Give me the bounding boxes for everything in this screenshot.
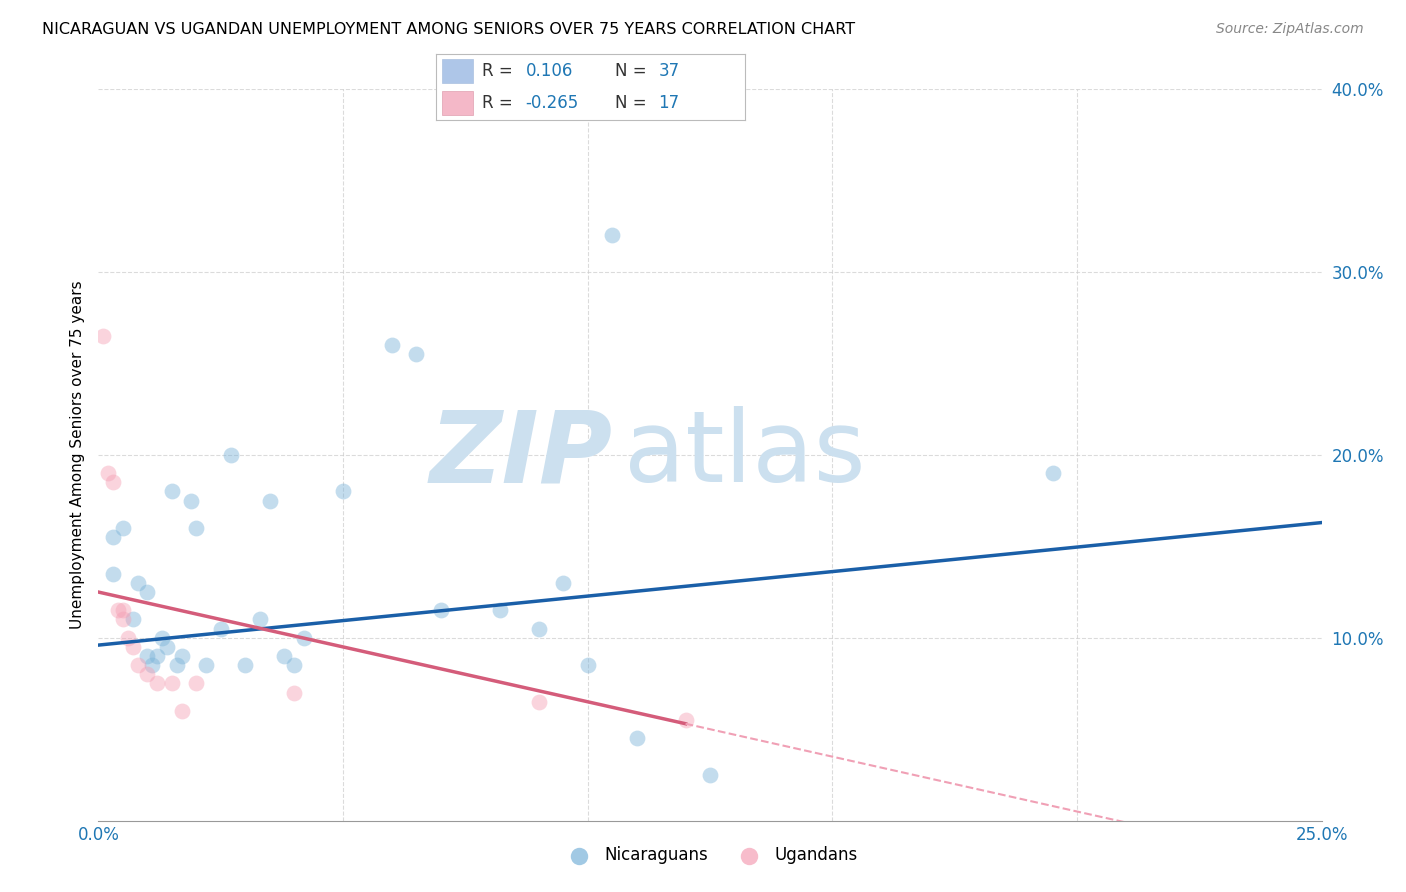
- Point: [101, 530, 124, 544]
- Point: [111, 613, 134, 627]
- Point: [91, 329, 114, 343]
- Text: R =: R =: [482, 94, 519, 112]
- Point: [381, 338, 404, 352]
- Point: [117, 631, 139, 645]
- Text: -0.265: -0.265: [526, 94, 579, 112]
- Point: [160, 484, 183, 499]
- Point: [259, 493, 281, 508]
- Point: [101, 475, 124, 490]
- Point: [166, 658, 188, 673]
- Point: [150, 631, 173, 645]
- Point: [156, 640, 179, 654]
- Text: R =: R =: [482, 62, 519, 80]
- Point: [127, 658, 149, 673]
- Point: [121, 640, 143, 654]
- Point: [136, 667, 159, 681]
- Point: [180, 493, 202, 508]
- Point: [576, 658, 599, 673]
- Point: [233, 658, 256, 673]
- Point: [600, 228, 623, 243]
- Point: [553, 576, 575, 591]
- Point: [121, 613, 143, 627]
- Point: [283, 658, 305, 673]
- Point: [332, 484, 354, 499]
- Bar: [441, 91, 472, 115]
- Point: [101, 566, 124, 581]
- Point: [626, 731, 648, 746]
- Point: [170, 649, 193, 664]
- Point: [141, 658, 163, 673]
- Point: [405, 347, 427, 361]
- Point: [209, 622, 232, 636]
- Point: [219, 448, 242, 462]
- Point: [111, 603, 134, 617]
- Point: [160, 676, 183, 690]
- Point: [146, 649, 169, 664]
- Legend: Nicaraguans, Ugandans: Nicaraguans, Ugandans: [555, 839, 865, 871]
- Text: 0.106: 0.106: [526, 62, 572, 80]
- Point: [107, 603, 129, 617]
- Point: [127, 576, 149, 591]
- Point: [430, 603, 453, 617]
- Point: [111, 521, 134, 535]
- Point: [527, 622, 550, 636]
- Text: ZIP: ZIP: [429, 407, 612, 503]
- Point: [292, 631, 315, 645]
- Y-axis label: Unemployment Among Seniors over 75 years: Unemployment Among Seniors over 75 years: [70, 281, 86, 629]
- Text: N =: N =: [616, 94, 652, 112]
- Point: [195, 658, 218, 673]
- Point: [283, 685, 305, 699]
- Point: [488, 603, 510, 617]
- Point: [146, 676, 169, 690]
- Bar: [441, 59, 472, 83]
- Point: [186, 676, 208, 690]
- Point: [97, 466, 120, 480]
- Text: atlas: atlas: [624, 407, 866, 503]
- Point: [186, 521, 208, 535]
- Point: [273, 649, 295, 664]
- Point: [170, 704, 193, 718]
- Text: 37: 37: [658, 62, 679, 80]
- Point: [699, 768, 721, 782]
- Text: N =: N =: [616, 62, 652, 80]
- Text: NICARAGUAN VS UGANDAN UNEMPLOYMENT AMONG SENIORS OVER 75 YEARS CORRELATION CHART: NICARAGUAN VS UGANDAN UNEMPLOYMENT AMONG…: [42, 22, 855, 37]
- Point: [675, 713, 697, 727]
- Point: [527, 695, 550, 709]
- Point: [136, 649, 159, 664]
- Text: 17: 17: [658, 94, 679, 112]
- Text: Source: ZipAtlas.com: Source: ZipAtlas.com: [1216, 22, 1364, 37]
- Point: [249, 613, 271, 627]
- Point: [1042, 466, 1064, 480]
- Point: [136, 585, 159, 599]
